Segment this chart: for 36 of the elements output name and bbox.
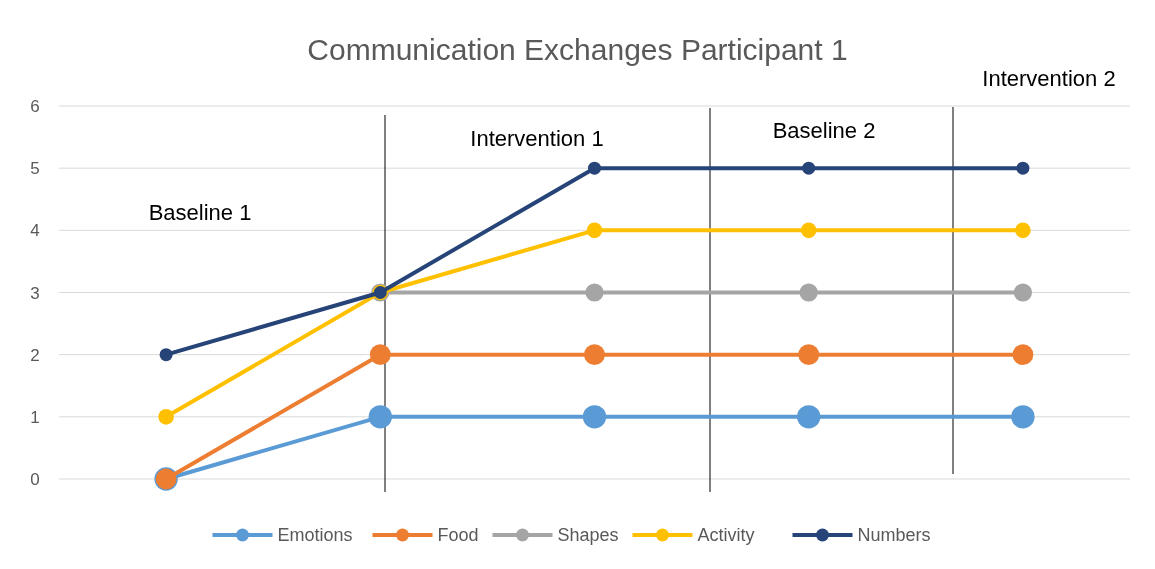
annotation: Baseline 2 bbox=[772, 118, 876, 143]
point bbox=[1011, 405, 1035, 429]
text: Intervention 2 bbox=[982, 66, 1116, 91]
point bbox=[584, 344, 605, 366]
legend-label: Shapes bbox=[557, 525, 619, 545]
point bbox=[582, 405, 607, 429]
chart-title: Communication Exchanges Participant 1 bbox=[307, 33, 848, 66]
point bbox=[1012, 344, 1034, 366]
point bbox=[798, 344, 820, 366]
point bbox=[158, 409, 174, 425]
point bbox=[586, 222, 603, 239]
y-tick-label: 5 bbox=[30, 159, 40, 179]
point bbox=[369, 344, 391, 366]
point bbox=[368, 405, 392, 429]
y-tick-label: 4 bbox=[30, 221, 40, 241]
y-tick-label: 1 bbox=[30, 407, 40, 427]
y-tick-label: 0 bbox=[30, 470, 40, 489]
point bbox=[159, 348, 173, 362]
point bbox=[1013, 283, 1032, 302]
annotation: Baseline 1 bbox=[148, 200, 252, 225]
y-tick-label: 2 bbox=[30, 345, 40, 365]
annotation: Intervention 1 bbox=[470, 126, 604, 151]
point bbox=[800, 222, 817, 239]
y-tick-label: 3 bbox=[30, 283, 40, 303]
point bbox=[799, 283, 818, 302]
point bbox=[1015, 222, 1031, 239]
point bbox=[797, 405, 821, 429]
point bbox=[1016, 161, 1030, 175]
y-tick-label: 6 bbox=[30, 97, 40, 116]
point bbox=[585, 283, 604, 302]
legend-label: Food bbox=[437, 525, 479, 545]
legend-label: Emotions bbox=[277, 525, 353, 545]
legend-label: Activity bbox=[697, 525, 755, 545]
point bbox=[802, 161, 816, 175]
point bbox=[588, 161, 601, 175]
legend-label: Numbers bbox=[857, 525, 931, 545]
